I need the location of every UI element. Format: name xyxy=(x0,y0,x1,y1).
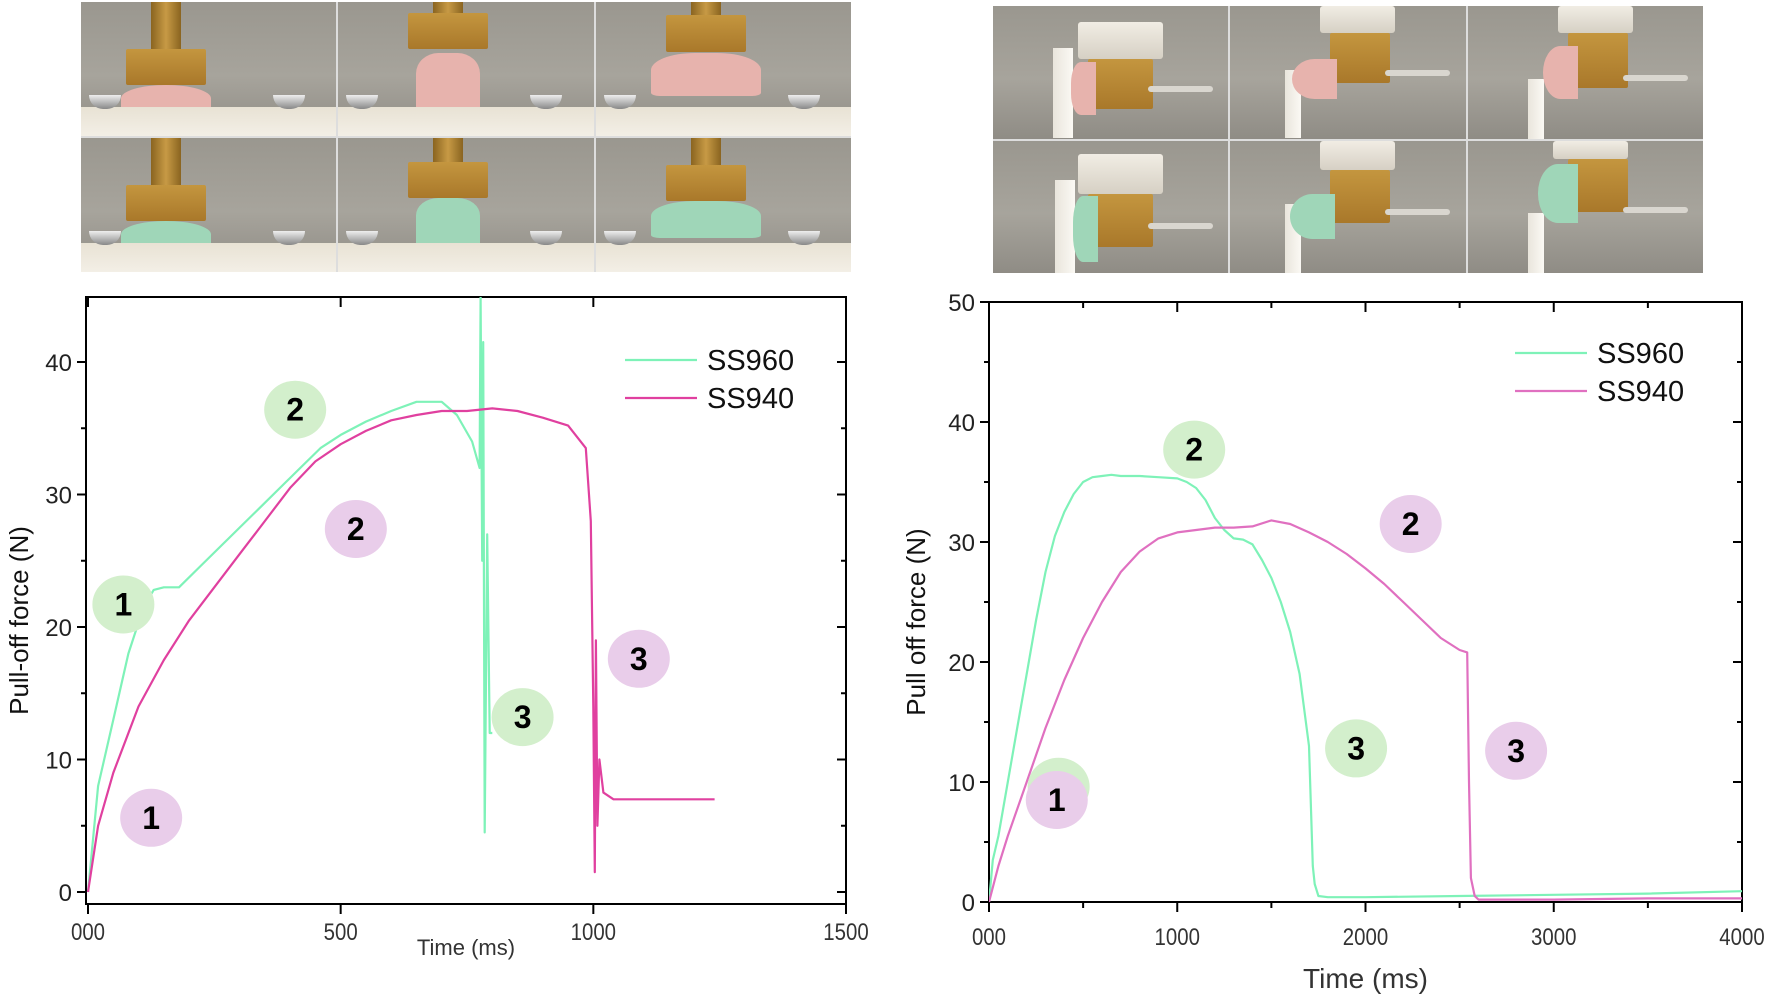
stage-number: 1 xyxy=(142,800,160,836)
y-tick-label: 50 xyxy=(948,290,975,317)
pad-ss960 xyxy=(1290,193,1336,239)
x-axis-label: Time (ms) xyxy=(1303,963,1428,994)
stage-number: 2 xyxy=(1185,432,1203,468)
x-tick-label: 1000 xyxy=(1155,923,1200,950)
pad-ss940 xyxy=(650,52,761,96)
x-axis-label: Time (ms) xyxy=(417,935,515,960)
legend-label-ss940: SS940 xyxy=(1597,376,1684,408)
stage-badge-ss960 xyxy=(264,380,327,439)
photo-side-ss960-stretched xyxy=(1230,140,1466,273)
y-tick-label: 40 xyxy=(45,350,72,377)
pad-ss940 xyxy=(416,52,481,112)
y-tick-label: 0 xyxy=(962,890,975,917)
pad-ss960 xyxy=(1073,196,1098,263)
stage-badge-ss940 xyxy=(1025,771,1088,829)
stage-number: 2 xyxy=(286,392,304,428)
stage-badge-ss960 xyxy=(491,688,554,747)
y-tick-label: 30 xyxy=(948,530,975,557)
y-tick-label: 20 xyxy=(45,615,72,642)
stage-badge-ss940 xyxy=(1379,495,1442,553)
stage-number: 3 xyxy=(1507,733,1525,769)
series-line-ss960 xyxy=(989,473,1742,902)
y-tick-label: 10 xyxy=(45,748,72,775)
photo-ss940-attached xyxy=(81,2,337,136)
pad-ss940 xyxy=(1542,45,1578,99)
stage-badge-ss960 xyxy=(92,575,155,634)
photo-ss960-attached xyxy=(81,138,337,272)
x-tick-label: 1000 xyxy=(571,918,616,945)
stage-badge-ss940 xyxy=(120,788,183,847)
pad-ss960 xyxy=(416,198,481,248)
stage-number: 2 xyxy=(347,511,365,547)
x-tick-label: 1500 xyxy=(823,918,868,945)
y-tick-label: 30 xyxy=(45,483,72,510)
legend-label-ss960: SS960 xyxy=(707,345,794,377)
stage-badge-ss960 xyxy=(1163,420,1226,479)
photo-ss960-detached xyxy=(595,138,851,272)
right-photo-strip xyxy=(993,6,1703,273)
chart-left: 0 10 20 30 40 000 500 1000 1500 Time (ms) Pull-off… xyxy=(4,296,869,960)
x-tick-label: 500 xyxy=(324,918,358,945)
x-tick-label: 4000 xyxy=(1719,923,1764,950)
left-photo-strip xyxy=(81,2,851,272)
y-axis-label: Pull off force (N) xyxy=(901,528,931,715)
chart-right: 0 10 20 30 40 50 000 1000 2000 3000 4000 Time (ms) P… xyxy=(901,290,1765,994)
legend-label-ss940: SS940 xyxy=(707,383,794,415)
pad-ss960 xyxy=(650,200,761,239)
pad-ss940 xyxy=(1292,59,1338,99)
stage-badge-ss940 xyxy=(324,499,387,558)
y-tick-label: 10 xyxy=(948,770,975,797)
x-tick-label: 000 xyxy=(972,923,1006,950)
stage-number: 3 xyxy=(514,699,532,735)
series-line-ss960 xyxy=(86,297,493,893)
photo-side-ss960-detached xyxy=(1467,140,1703,273)
y-tick-label: 20 xyxy=(948,650,975,677)
series-line-ss940 xyxy=(86,407,715,893)
stage-badge-ss960 xyxy=(1325,719,1388,778)
stage-number: 3 xyxy=(1347,730,1365,766)
stage-badge-ss940 xyxy=(607,629,670,688)
stage-number: 1 xyxy=(1048,782,1066,818)
legend-label-ss960: SS960 xyxy=(1597,338,1684,370)
photo-side-ss960-attached xyxy=(993,140,1229,273)
photo-ss940-detached xyxy=(595,2,851,136)
pad-ss940 xyxy=(1071,61,1096,115)
y-tick-label: 0 xyxy=(59,880,72,907)
pad-ss960 xyxy=(1537,164,1578,223)
stage-badge-ss940 xyxy=(1485,721,1548,780)
photo-ss960-stretched xyxy=(338,138,594,272)
x-tick-label: 3000 xyxy=(1531,923,1576,950)
y-tick-label: 40 xyxy=(948,410,975,437)
x-tick-label: 000 xyxy=(71,918,105,945)
photo-ss940-stretched xyxy=(338,2,594,136)
y-axis-label: Pull-off force (N) xyxy=(4,526,34,715)
stage-number: 3 xyxy=(630,641,648,677)
photo-side-ss940-attached xyxy=(993,6,1229,139)
plot-frame xyxy=(85,296,847,905)
stage-number: 1 xyxy=(114,586,132,622)
series-line-ss940 xyxy=(989,519,1742,902)
stage-number: 2 xyxy=(1402,506,1420,542)
photo-side-ss940-stretched xyxy=(1230,6,1466,139)
x-tick-label: 2000 xyxy=(1343,923,1388,950)
photo-side-ss940-detached xyxy=(1467,6,1703,139)
